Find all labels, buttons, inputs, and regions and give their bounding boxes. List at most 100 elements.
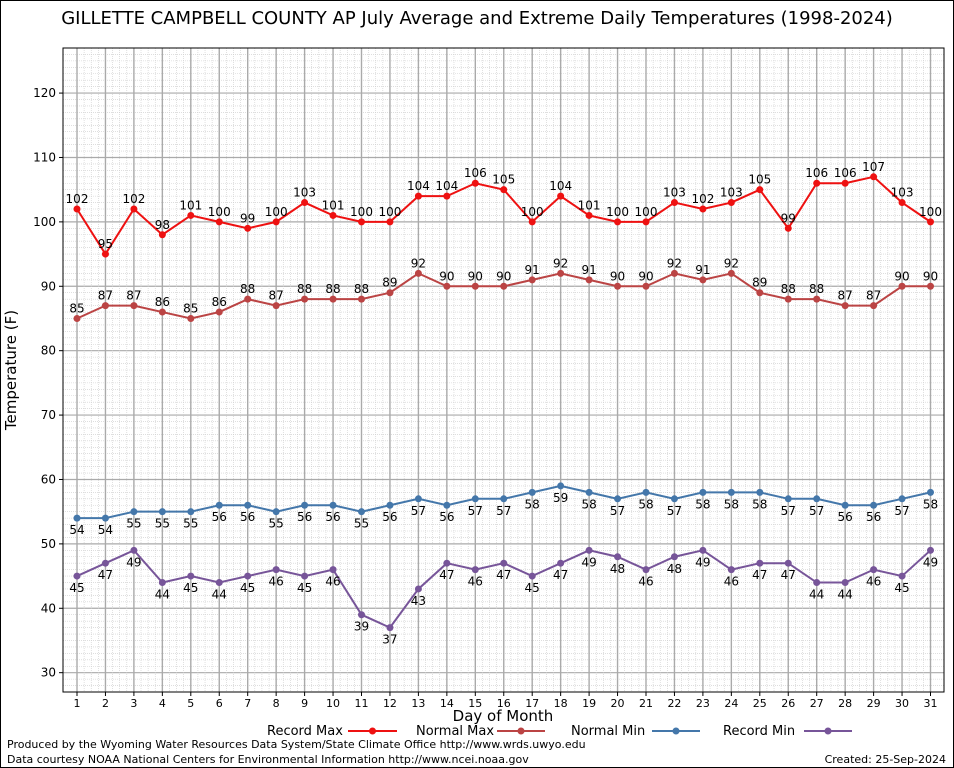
data-point-record-min [585, 546, 593, 554]
data-point-record-max [841, 179, 849, 187]
x-tick-label: 13 [411, 697, 425, 710]
legend-label-normal-min: Normal Min [571, 724, 645, 739]
data-label-normal-min: 57 [468, 504, 483, 518]
data-point-record-min [898, 572, 906, 580]
data-label-record-max: 103 [293, 186, 316, 200]
x-tick-label: 8 [273, 697, 280, 710]
data-point-record-max [130, 205, 138, 213]
data-label-normal-max: 88 [297, 282, 312, 296]
data-point-record-min [870, 566, 878, 574]
data-label-record-max: 100 [378, 205, 401, 219]
y-tick-label: 30 [41, 666, 56, 680]
data-point-normal-max [614, 282, 622, 290]
data-label-record-min: 44 [838, 588, 853, 602]
x-tick-label: 31 [924, 697, 938, 710]
data-label-record-max: 100 [521, 205, 544, 219]
data-label-record-min: 37 [382, 633, 397, 647]
x-tick-label: 10 [326, 697, 340, 710]
series-record-max: 102 95 102 98 101 100 99 100 103 101 100 100 104 104 1… [66, 160, 942, 258]
data-point-normal-max [557, 269, 565, 277]
data-point-record-max [414, 192, 422, 200]
data-point-record-min [244, 572, 252, 580]
data-point-normal-max [898, 282, 906, 290]
data-point-record-max [73, 205, 81, 213]
data-point-normal-min [585, 488, 593, 496]
data-label-normal-min: 56 [439, 510, 454, 524]
data-point-record-max [272, 218, 280, 226]
data-label-normal-max: 88 [240, 282, 255, 296]
data-label-record-min: 44 [212, 588, 227, 602]
data-label-normal-max: 92 [411, 256, 426, 270]
data-label-record-min: 44 [809, 588, 824, 602]
x-tick-label: 2 [102, 697, 109, 710]
data-point-normal-max [500, 282, 508, 290]
data-label-record-max: 105 [748, 173, 771, 187]
data-point-record-max [557, 192, 565, 200]
y-tick-label: 100 [33, 215, 56, 229]
data-label-normal-min: 58 [695, 497, 710, 511]
x-tick-label: 17 [525, 697, 539, 710]
x-tick-label: 20 [611, 697, 625, 710]
footer-data-courtesy: Data courtesy NOAA National Centers for … [7, 753, 529, 766]
data-label-record-min: 45 [525, 581, 540, 595]
data-label-record-max: 103 [720, 186, 743, 200]
data-label-record-min: 39 [354, 620, 369, 634]
data-label-normal-min: 56 [240, 510, 255, 524]
data-point-normal-min [727, 488, 735, 496]
x-tick-label: 22 [667, 697, 681, 710]
data-point-record-max [784, 224, 792, 232]
data-point-normal-min [443, 501, 451, 509]
data-label-normal-max: 91 [525, 263, 540, 277]
data-label-record-max: 105 [492, 173, 515, 187]
data-label-normal-max: 90 [638, 269, 653, 283]
data-label-normal-min: 54 [98, 523, 113, 537]
data-label-normal-min: 55 [269, 517, 284, 531]
data-point-normal-min [272, 508, 280, 516]
chart-title: GILLETTE CAMPBELL COUNTY AP July Average… [61, 8, 893, 29]
data-label-record-max: 104 [549, 179, 572, 193]
data-point-normal-min [130, 508, 138, 516]
y-tick-label: 110 [33, 150, 56, 164]
data-label-record-min: 47 [496, 568, 511, 582]
data-point-record-max [101, 250, 109, 258]
data-point-normal-max [784, 295, 792, 303]
data-point-normal-max [870, 302, 878, 310]
data-label-normal-min: 57 [610, 504, 625, 518]
data-point-normal-max [244, 295, 252, 303]
y-axis-label: Temperature (F) [2, 310, 20, 431]
data-point-record-min [443, 559, 451, 567]
data-point-normal-max [585, 276, 593, 284]
data-point-normal-max [528, 276, 536, 284]
x-tick-label: 19 [582, 697, 596, 710]
data-point-record-min [358, 611, 365, 619]
y-tick-label: 40 [41, 601, 56, 615]
series-record-min: 45 47 49 44 45 44 45 46 45 46 39 37 43 47 46 47 45 47 49 48… [69, 546, 938, 647]
footer-created-date: Created: 25-Sep-2024 [824, 753, 946, 766]
data-point-record-max [898, 199, 906, 207]
data-point-record-min [813, 579, 821, 587]
data-point-record-min [471, 566, 479, 574]
x-tick-label: 14 [440, 697, 454, 710]
data-label-normal-max: 92 [724, 256, 739, 270]
data-point-record-max [614, 218, 622, 226]
data-point-normal-min [642, 488, 650, 496]
data-point-record-max [187, 211, 195, 219]
data-point-record-min [215, 579, 223, 587]
data-label-normal-min: 56 [325, 510, 340, 524]
data-label-record-min: 48 [667, 562, 682, 576]
data-point-normal-min [244, 501, 252, 509]
data-point-record-min [187, 572, 195, 580]
data-point-normal-max [386, 289, 394, 297]
legend-marker-record-min [824, 727, 832, 735]
data-point-normal-min [358, 508, 365, 516]
data-label-record-min: 45 [69, 581, 84, 595]
data-point-record-max [215, 218, 223, 226]
y-tick-label: 70 [41, 408, 56, 422]
data-label-record-min: 48 [610, 562, 625, 576]
legend-item-normal-max: Normal Max [416, 724, 545, 739]
data-point-normal-min [187, 508, 195, 516]
data-label-normal-min: 56 [297, 510, 312, 524]
data-point-normal-min [841, 501, 849, 509]
